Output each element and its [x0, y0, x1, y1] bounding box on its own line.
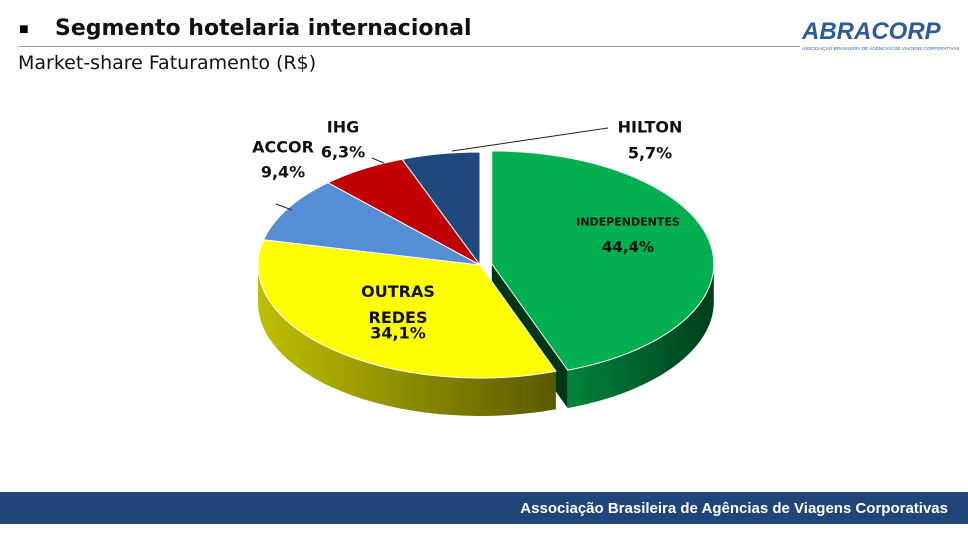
header-rule — [18, 46, 800, 47]
bullet: ■ — [19, 21, 29, 38]
slice-label: 5,7% — [627, 143, 673, 163]
chart-title: Market-share Faturamento (R$) — [18, 52, 317, 74]
slice-label: OUTRAS REDES — [361, 282, 435, 327]
slice-label: IHG — [326, 117, 360, 137]
slice-label: 34,1% — [370, 323, 426, 343]
slice-label: 44,4% — [601, 238, 655, 256]
leader-line — [371, 157, 385, 164]
slice-side — [567, 263, 714, 409]
leader-line — [275, 203, 293, 211]
slice — [257, 239, 557, 379]
slice-label: INDEPENDENTES — [576, 215, 680, 229]
slice-label: 6,3% — [320, 142, 366, 162]
logo-name: ABRACORP — [802, 18, 941, 45]
slice-label: HILTON — [617, 117, 683, 137]
slide-title: Segmento hotelaria internacional — [55, 16, 472, 41]
slice-label: ACCOR — [252, 137, 314, 157]
footer-text: Associação Brasileira de Agências de Via… — [520, 500, 948, 517]
slice-label: 9,4% — [260, 162, 306, 182]
footer-bar — [0, 492, 968, 524]
logo-tagline: ASSOCIAÇÃO BRASILEIRA DE AGÊNCIAS DE VIA… — [802, 46, 960, 51]
slice — [491, 150, 715, 371]
slice — [401, 151, 481, 267]
leader-line — [451, 127, 609, 152]
